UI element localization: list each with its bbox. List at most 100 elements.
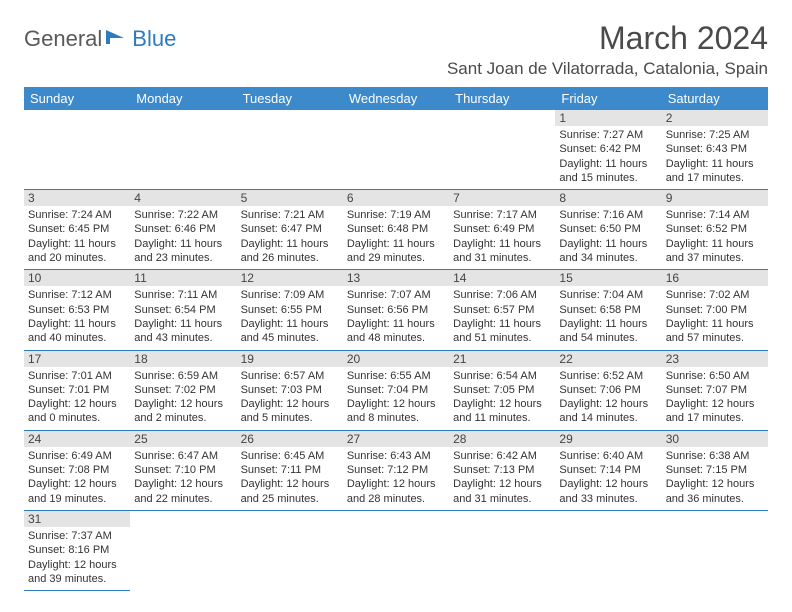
- location-label: Sant Joan de Vilatorrada, Catalonia, Spa…: [447, 59, 768, 79]
- calendar-row: 31 Sunrise: 7:37 AMSunset: 8:16 PMDayligh…: [24, 511, 768, 591]
- col-thursday: Thursday: [449, 87, 555, 110]
- calendar-cell: 26 Sunrise: 6:45 AMSunset: 7:11 PMDayligh…: [237, 431, 343, 511]
- calendar-cell: [449, 511, 555, 591]
- calendar-cell: [237, 110, 343, 190]
- day-number: 2: [662, 110, 768, 126]
- day-number: 7: [449, 190, 555, 206]
- calendar-cell: 5Sunrise: 7:21 AMSunset: 6:47 PMDaylight…: [237, 190, 343, 270]
- col-monday: Monday: [130, 87, 236, 110]
- header: General Blue March 2024 Sant Joan de Vil…: [24, 20, 768, 79]
- calendar-cell: 6 Sunrise: 7:19 AMSunset: 6:48 PMDaylight…: [343, 190, 449, 270]
- calendar-cell: 18Sunrise: 6:59 AMSunset: 7:02 PMDayligh…: [130, 351, 236, 431]
- day-number: 8: [555, 190, 661, 206]
- day-number: 22: [555, 351, 661, 367]
- day-number: 9: [662, 190, 768, 206]
- calendar-cell: 23 Sunrise: 6:50 AMSunset: 7:07 PMDayligh…: [662, 351, 768, 431]
- calendar-cell: 30Sunrise: 6:38 AMSunset: 7:15 PMDayligh…: [662, 431, 768, 511]
- day-number: 16: [662, 270, 768, 286]
- day-number: 17: [24, 351, 130, 367]
- day-details: Sunrise: 7:16 AMSunset: 6:50 PMDaylight:…: [559, 208, 657, 265]
- calendar-cell: 1 Sunrise: 7:27 AMSunset: 6:42 PMDaylight…: [555, 110, 661, 190]
- calendar-body: 1 Sunrise: 7:27 AMSunset: 6:42 PMDaylight…: [24, 110, 768, 591]
- day-number: 26: [237, 431, 343, 447]
- day-number: 15: [555, 270, 661, 286]
- day-number: 28: [449, 431, 555, 447]
- day-details: Sunrise: 6:52 AMSunset: 7:06 PMDaylight:…: [559, 369, 657, 426]
- day-details: Sunrise: 7:11 AMSunset: 6:54 PMDaylight:…: [134, 288, 232, 345]
- day-number: 30: [662, 431, 768, 447]
- day-details: Sunrise: 7:09 AMSunset: 6:55 PMDaylight:…: [241, 288, 339, 345]
- logo-text-general: General: [24, 26, 102, 52]
- calendar-cell: [237, 511, 343, 591]
- day-details: Sunrise: 6:40 AMSunset: 7:14 PMDaylight:…: [559, 449, 657, 506]
- calendar-cell: 10 Sunrise: 7:12 AMSunset: 6:53 PMDayligh…: [24, 270, 130, 350]
- calendar-cell: [555, 511, 661, 591]
- day-number: 3: [24, 190, 130, 206]
- day-details: Sunrise: 7:17 AMSunset: 6:49 PMDaylight:…: [453, 208, 551, 265]
- title-block: March 2024 Sant Joan de Vilatorrada, Cat…: [447, 20, 768, 79]
- calendar-row: 1 Sunrise: 7:27 AMSunset: 6:42 PMDaylight…: [24, 110, 768, 190]
- calendar-cell: 27 Sunrise: 6:43 AMSunset: 7:12 PMDayligh…: [343, 431, 449, 511]
- day-details: Sunrise: 7:22 AMSunset: 6:46 PMDaylight:…: [134, 208, 232, 265]
- day-number: 4: [130, 190, 236, 206]
- calendar-cell: 12Sunrise: 7:09 AMSunset: 6:55 PMDayligh…: [237, 270, 343, 350]
- day-details: Sunrise: 6:50 AMSunset: 7:07 PMDaylight:…: [666, 369, 764, 426]
- col-sunday: Sunday: [24, 87, 130, 110]
- calendar-cell: 9Sunrise: 7:14 AMSunset: 6:52 PMDaylight…: [662, 190, 768, 270]
- calendar-cell: 24Sunrise: 6:49 AMSunset: 7:08 PMDayligh…: [24, 431, 130, 511]
- day-number: 5: [237, 190, 343, 206]
- calendar-cell: 4 Sunrise: 7:22 AMSunset: 6:46 PMDaylight…: [130, 190, 236, 270]
- day-number: 1: [555, 110, 661, 126]
- logo-flag-icon: [106, 28, 128, 51]
- day-details: Sunrise: 7:04 AMSunset: 6:58 PMDaylight:…: [559, 288, 657, 345]
- day-details: Sunrise: 6:54 AMSunset: 7:05 PMDaylight:…: [453, 369, 551, 426]
- calendar-row: 24Sunrise: 6:49 AMSunset: 7:08 PMDayligh…: [24, 431, 768, 511]
- calendar-cell: [343, 511, 449, 591]
- day-details: Sunrise: 7:25 AMSunset: 6:43 PMDaylight:…: [666, 128, 764, 185]
- day-details: Sunrise: 7:19 AMSunset: 6:48 PMDaylight:…: [347, 208, 445, 265]
- calendar-cell: 28 Sunrise: 6:42 AMSunset: 7:13 PMDayligh…: [449, 431, 555, 511]
- calendar-cell: 25 Sunrise: 6:47 AMSunset: 7:10 PMDayligh…: [130, 431, 236, 511]
- calendar-cell: 21Sunrise: 6:54 AMSunset: 7:05 PMDayligh…: [449, 351, 555, 431]
- day-number: 23: [662, 351, 768, 367]
- calendar-cell: [130, 511, 236, 591]
- day-details: Sunrise: 7:12 AMSunset: 6:53 PMDaylight:…: [28, 288, 126, 345]
- day-details: Sunrise: 7:37 AMSunset: 8:16 PMDaylight:…: [28, 529, 126, 586]
- day-details: Sunrise: 6:57 AMSunset: 7:03 PMDaylight:…: [241, 369, 339, 426]
- day-details: Sunrise: 6:42 AMSunset: 7:13 PMDaylight:…: [453, 449, 551, 506]
- calendar-cell: 20Sunrise: 6:55 AMSunset: 7:04 PMDayligh…: [343, 351, 449, 431]
- day-number: 19: [237, 351, 343, 367]
- calendar-cell: [24, 110, 130, 190]
- day-number: 18: [130, 351, 236, 367]
- day-details: Sunrise: 6:47 AMSunset: 7:10 PMDaylight:…: [134, 449, 232, 506]
- calendar-cell: [662, 511, 768, 591]
- calendar-cell: 17Sunrise: 7:01 AMSunset: 7:01 PMDayligh…: [24, 351, 130, 431]
- calendar-cell: 14Sunrise: 7:06 AMSunset: 6:57 PMDayligh…: [449, 270, 555, 350]
- page-title: March 2024: [447, 20, 768, 57]
- calendar-cell: 7 Sunrise: 7:17 AMSunset: 6:49 PMDaylight…: [449, 190, 555, 270]
- day-details: Sunrise: 7:07 AMSunset: 6:56 PMDaylight:…: [347, 288, 445, 345]
- day-details: Sunrise: 6:43 AMSunset: 7:12 PMDaylight:…: [347, 449, 445, 506]
- calendar-cell: 29Sunrise: 6:40 AMSunset: 7:14 PMDayligh…: [555, 431, 661, 511]
- day-details: Sunrise: 7:27 AMSunset: 6:42 PMDaylight:…: [559, 128, 657, 185]
- day-number: 25: [130, 431, 236, 447]
- logo: General Blue: [24, 26, 176, 52]
- col-wednesday: Wednesday: [343, 87, 449, 110]
- day-number: 27: [343, 431, 449, 447]
- day-number: 31: [24, 511, 130, 527]
- calendar-cell: 3 Sunrise: 7:24 AMSunset: 6:45 PMDaylight…: [24, 190, 130, 270]
- day-number: 6: [343, 190, 449, 206]
- calendar-cell: 15 Sunrise: 7:04 AMSunset: 6:58 PMDayligh…: [555, 270, 661, 350]
- day-details: Sunrise: 7:24 AMSunset: 6:45 PMDaylight:…: [28, 208, 126, 265]
- calendar-cell: 19 Sunrise: 6:57 AMSunset: 7:03 PMDayligh…: [237, 351, 343, 431]
- calendar-cell: 22 Sunrise: 6:52 AMSunset: 7:06 PMDayligh…: [555, 351, 661, 431]
- day-details: Sunrise: 6:45 AMSunset: 7:11 PMDaylight:…: [241, 449, 339, 506]
- calendar-row: 10 Sunrise: 7:12 AMSunset: 6:53 PMDayligh…: [24, 270, 768, 350]
- calendar-cell: 2 Sunrise: 7:25 AMSunset: 6:43 PMDaylight…: [662, 110, 768, 190]
- day-number: 10: [24, 270, 130, 286]
- col-tuesday: Tuesday: [237, 87, 343, 110]
- calendar-cell: [449, 110, 555, 190]
- calendar-cell: 11Sunrise: 7:11 AMSunset: 6:54 PMDayligh…: [130, 270, 236, 350]
- weekday-header-row: Sunday Monday Tuesday Wednesday Thursday…: [24, 87, 768, 110]
- day-number: 20: [343, 351, 449, 367]
